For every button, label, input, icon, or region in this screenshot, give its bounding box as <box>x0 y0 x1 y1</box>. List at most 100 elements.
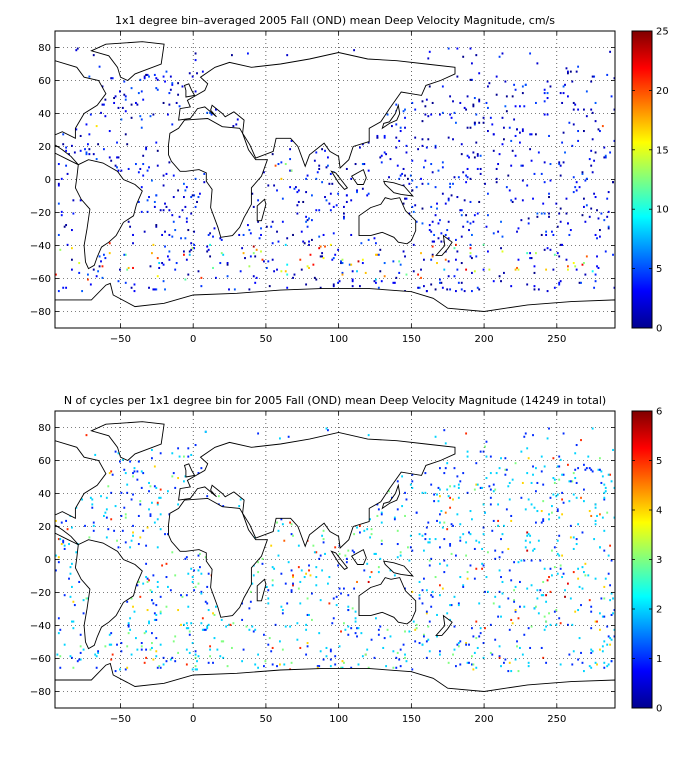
bin-cell <box>82 599 85 602</box>
bin-cell <box>354 620 357 623</box>
bin-cell <box>553 478 556 481</box>
bin-cell <box>609 599 612 602</box>
bin-cell <box>427 115 430 118</box>
bin-cell <box>411 159 414 162</box>
bin-cell <box>439 584 441 587</box>
colorbar-tick-label: 5 <box>656 456 662 467</box>
bin-cell <box>513 118 516 121</box>
bin-cell <box>408 212 411 215</box>
bin-cell <box>411 590 414 593</box>
bin-cell <box>529 148 532 151</box>
bin-cell <box>606 73 609 76</box>
bin-cell <box>132 605 134 608</box>
bin-cell <box>500 576 502 579</box>
bin-cell <box>395 146 398 149</box>
bin-cell <box>363 529 366 532</box>
bin-cell <box>482 121 485 124</box>
bin-cell <box>140 648 143 651</box>
bin-cell <box>409 546 412 549</box>
bin-cell <box>332 257 335 260</box>
bin-cell <box>446 229 449 232</box>
bin-cell <box>421 534 424 537</box>
bin-cell <box>553 566 556 569</box>
bin-cell <box>356 526 358 529</box>
bin-cell <box>206 625 209 628</box>
bin-cell <box>398 139 401 142</box>
bin-cell <box>559 174 562 177</box>
bin-cell <box>482 450 485 453</box>
bin-cell <box>276 268 278 271</box>
bin-cell <box>535 252 537 255</box>
bin-cell <box>423 577 425 580</box>
bin-cell <box>120 118 123 121</box>
bin-cell <box>572 123 575 126</box>
bin-cell <box>389 635 392 638</box>
bin-cell <box>375 617 377 620</box>
bin-cell <box>457 604 460 607</box>
bin-cell <box>558 163 561 166</box>
bin-cell <box>489 623 492 626</box>
bin-cell <box>552 233 555 236</box>
bin-cell <box>457 642 460 645</box>
bin-cell <box>111 473 114 476</box>
bin-cell <box>610 660 613 663</box>
bin-cell <box>505 186 508 189</box>
bin-cell <box>583 197 585 200</box>
bin-cell <box>264 660 267 663</box>
bin-cell <box>158 266 161 269</box>
bin-cell <box>599 546 601 549</box>
bin-cell <box>251 625 254 628</box>
bin-cell <box>449 95 452 98</box>
bin-cell <box>421 100 424 103</box>
bin-cell <box>475 462 478 465</box>
bin-cell <box>293 187 296 190</box>
bin-cell <box>334 546 337 549</box>
bin-cell <box>415 623 418 626</box>
bin-cell <box>305 220 308 223</box>
bin-cell <box>535 101 537 104</box>
bin-cell <box>375 278 377 281</box>
bin-cell <box>136 470 139 473</box>
bin-cell <box>415 627 418 630</box>
bin-cell <box>59 666 62 669</box>
bin-cell <box>156 501 159 504</box>
bin-cell <box>60 177 63 180</box>
bin-cell <box>174 660 177 663</box>
bin-cell <box>200 572 203 575</box>
bin-cell <box>129 460 132 463</box>
bin-cell <box>165 205 168 208</box>
bin-cell <box>568 500 571 503</box>
bin-cell <box>280 270 283 273</box>
bin-cell <box>456 513 459 516</box>
bin-cell <box>139 536 142 539</box>
bin-cell <box>72 627 75 630</box>
bin-cell <box>133 470 136 473</box>
bin-cell <box>559 92 562 95</box>
bin-cell <box>318 665 321 668</box>
bin-cell <box>55 519 57 522</box>
bin-cell <box>601 645 604 648</box>
bin-cell <box>260 227 262 230</box>
bin-cell <box>504 468 507 471</box>
bin-cell <box>79 149 82 152</box>
bin-cell <box>468 531 470 534</box>
bin-cell <box>87 278 89 281</box>
bin-cell <box>584 220 587 223</box>
bin-cell <box>556 465 559 468</box>
bin-cell <box>79 645 82 648</box>
bin-cell <box>153 288 156 291</box>
bin-cell <box>559 207 562 210</box>
bin-cell <box>455 243 457 246</box>
bin-cell <box>478 98 481 101</box>
bin-cell <box>503 138 505 141</box>
bin-cell <box>571 144 574 147</box>
bin-cell <box>476 646 479 649</box>
bin-cell <box>379 557 382 560</box>
bin-cell <box>155 486 158 489</box>
bin-cell <box>169 589 172 592</box>
bin-cell <box>156 580 159 583</box>
bin-cell <box>380 513 383 516</box>
bin-cell <box>536 589 539 592</box>
bin-cell <box>543 248 546 251</box>
bin-cell <box>271 220 274 223</box>
